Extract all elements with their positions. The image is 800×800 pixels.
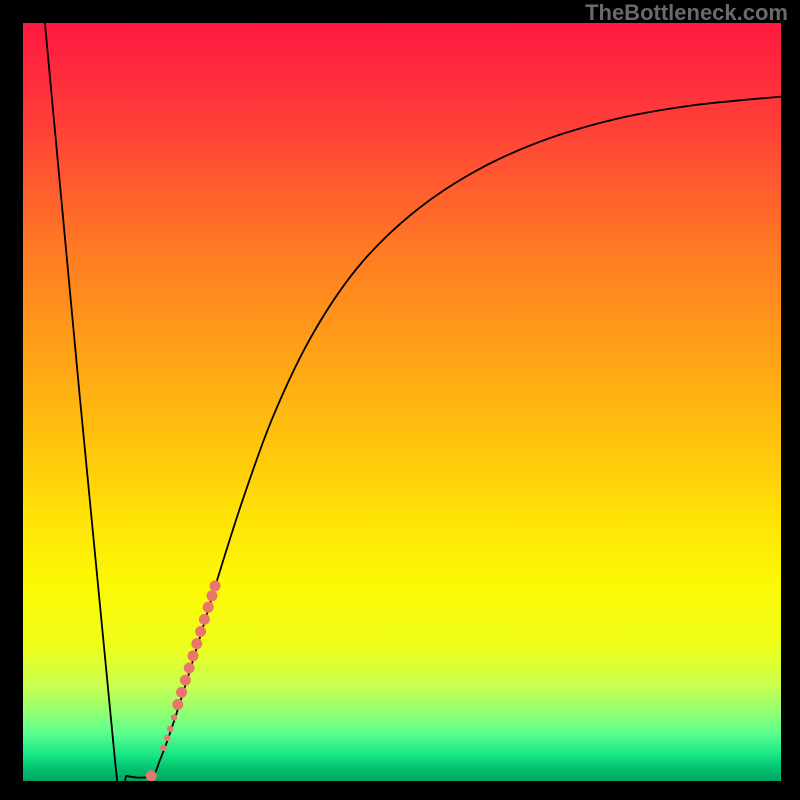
data-marker <box>207 590 218 601</box>
data-marker <box>172 699 183 710</box>
data-marker <box>184 663 195 674</box>
data-marker <box>160 745 166 751</box>
data-marker <box>164 735 170 741</box>
data-marker <box>180 675 191 686</box>
bottleneck-chart: TheBottleneck.com <box>0 0 800 800</box>
data-marker <box>167 726 173 732</box>
branding-watermark: TheBottleneck.com <box>585 0 788 26</box>
data-marker <box>188 650 199 661</box>
data-marker <box>199 614 210 625</box>
data-marker <box>195 626 206 637</box>
data-marker <box>191 638 202 649</box>
data-marker <box>171 714 177 720</box>
chart-overlay-svg <box>0 0 800 800</box>
data-marker <box>146 770 157 781</box>
marker-group <box>146 580 221 781</box>
data-marker <box>176 687 187 698</box>
bottleneck-curve <box>45 22 782 800</box>
data-marker <box>210 580 221 591</box>
plot-border <box>22 22 782 782</box>
data-marker <box>203 602 214 613</box>
